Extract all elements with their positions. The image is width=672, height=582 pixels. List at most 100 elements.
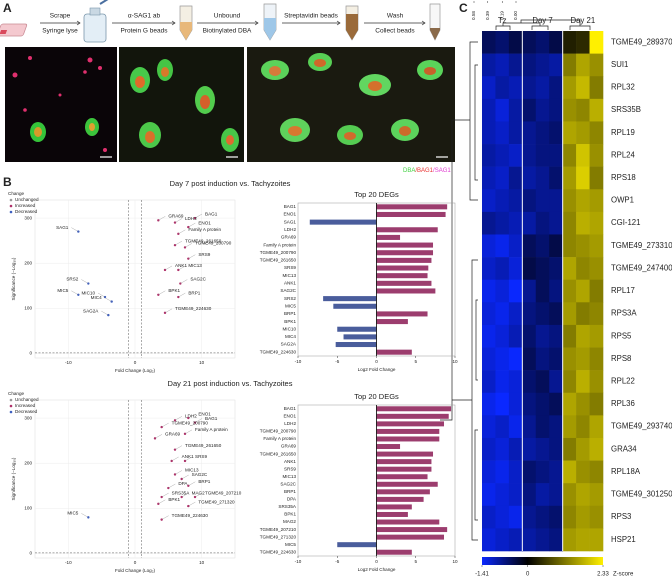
category-label: BPK1 <box>284 319 296 324</box>
category-label: TGME49_271320 <box>260 534 297 539</box>
heatmap-cell <box>535 392 550 416</box>
heatmap-cell <box>589 98 604 122</box>
heatmap-cell <box>495 31 510 54</box>
heatmap-cell <box>508 460 523 484</box>
step-label: Biotinylated DBA <box>203 28 252 35</box>
label-leader <box>188 501 196 507</box>
heatmap-cell <box>508 144 523 167</box>
point-label: TGME49_224630 <box>172 513 209 518</box>
bar <box>335 342 377 348</box>
heatmap-cell <box>589 483 604 507</box>
scale-label: 0.00 <box>513 11 518 20</box>
heatmap-cell <box>495 505 510 529</box>
heatmap-cell <box>589 53 604 77</box>
heatmap-cell <box>482 53 496 77</box>
y-tick-label: 100 <box>24 306 32 311</box>
bar <box>376 204 448 210</box>
x-tick-label: -10 <box>295 559 302 564</box>
y-axis-label: Significance (−Log₁₀) <box>11 257 16 300</box>
legend-label: Unchanged <box>15 197 39 202</box>
label-leader <box>184 429 193 434</box>
point-label: MAG2 <box>192 490 205 495</box>
image-legend: DBA/BAG1/SAG1 <box>403 168 451 174</box>
row-label: HSP21 <box>611 535 636 544</box>
row-label: RPL17 <box>611 286 635 295</box>
heatmap-cell <box>576 483 590 507</box>
step-label: α-SAG1 ab <box>128 13 161 20</box>
bar <box>376 234 401 240</box>
heatmap-cell <box>495 98 510 122</box>
legend-part: /BAG1 <box>415 168 433 174</box>
heatmap-cell <box>495 528 510 552</box>
heatmap-cell <box>495 415 510 439</box>
heatmap-cell <box>482 347 496 371</box>
heatmap-cell <box>522 31 537 54</box>
label-leader <box>101 310 109 316</box>
heatmap-cell <box>495 76 510 100</box>
bar <box>376 459 432 465</box>
heatmap-cell <box>522 279 537 303</box>
heatmap-cell <box>549 460 563 484</box>
bar <box>376 273 428 279</box>
row-label: RPL36 <box>611 399 635 408</box>
dendrogram <box>440 19 591 541</box>
point-label: BAG1 <box>205 211 218 216</box>
heatmap-cell <box>495 234 510 258</box>
bar <box>337 542 377 548</box>
colorbar-label: 2.33 <box>597 572 609 578</box>
heatmap-cell <box>535 279 550 303</box>
heatmap-cell <box>495 166 510 190</box>
heatmap-cell <box>562 347 577 371</box>
heatmap-cell <box>495 189 510 213</box>
heatmap-cell <box>495 347 510 371</box>
row-label: RPL19 <box>611 128 635 137</box>
bar <box>376 474 428 480</box>
heatmap-cell <box>549 166 563 190</box>
chart-title: Top 20 DEGs <box>354 190 399 199</box>
heatmap-cell <box>482 189 496 213</box>
heatmap-cell <box>495 53 510 77</box>
heatmap-cell <box>589 528 604 552</box>
x-axis-label: Fold Change (Log₂) <box>115 368 156 373</box>
heatmap-cell <box>562 302 577 326</box>
heatmap-cell <box>508 279 523 303</box>
point-label: Family A protein <box>188 227 221 232</box>
heatmap-cell <box>562 31 577 54</box>
heatmap-cell <box>589 189 604 213</box>
category-label: SRS2 <box>284 296 296 301</box>
bar <box>376 504 412 510</box>
x-tick-label: 10 <box>452 559 458 564</box>
label-leader <box>174 416 183 421</box>
heatmap-cell <box>482 505 496 529</box>
category-label: MIC5 <box>285 542 296 547</box>
heatmap-cell <box>495 483 510 507</box>
heatmap-cell <box>562 392 577 416</box>
legend-label: Increased <box>15 203 36 208</box>
y-tick-label: 0 <box>29 551 32 556</box>
label-leader <box>174 445 183 450</box>
x-tick-label: 0 <box>134 560 137 565</box>
bar <box>337 326 377 332</box>
label-leader <box>158 216 166 221</box>
heatmap-cell <box>522 76 537 100</box>
heatmap-cell <box>576 166 590 190</box>
heatmap-cell <box>535 211 550 235</box>
y-tick-label: 300 <box>24 415 32 420</box>
heatmap-cell <box>549 437 563 461</box>
point-label: SAG1 <box>56 225 69 230</box>
x-tick-label: 5 <box>414 359 417 364</box>
heatmap-cell <box>522 437 537 461</box>
point-label: TGME49_271320 <box>198 499 235 504</box>
heatmap-cell <box>576 121 590 145</box>
heatmap-cell <box>576 257 590 280</box>
heatmap-cell <box>589 31 604 54</box>
label-leader <box>81 513 89 518</box>
heatmap-cell <box>482 483 496 507</box>
heatmap-cell <box>562 166 577 190</box>
heatmap-cell <box>495 211 510 235</box>
heatmap-cell <box>482 31 496 54</box>
heatmap-cell <box>508 302 523 326</box>
heatmap-cell <box>522 347 537 371</box>
label-leader <box>158 499 166 504</box>
category-label: BRP1 <box>284 489 296 494</box>
